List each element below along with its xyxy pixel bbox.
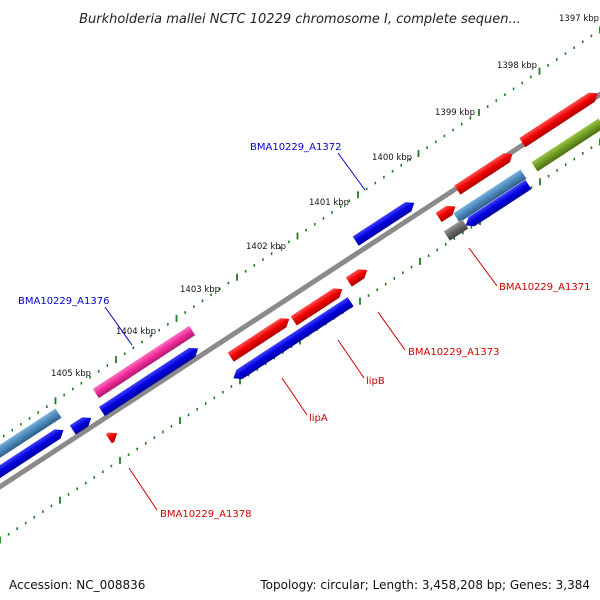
kbp-label: 1403 kbp <box>180 285 220 295</box>
map-title: Burkholderia mallei NCTC 10229 chromosom… <box>79 12 521 27</box>
leader-line <box>281 377 308 416</box>
gene-label-a1372[interactable]: BMA10229_A1372 <box>250 142 341 153</box>
gene-labels: BMA10229_A1372 BMA10229_A1376 BMA10229_A… <box>18 142 590 520</box>
gene-label-lipb[interactable]: lipB <box>366 376 385 387</box>
gene-label-a1378[interactable]: BMA10229_A1378 <box>160 509 251 520</box>
gene-red-lipb[interactable] <box>290 285 346 326</box>
kbp-label: 1397 kbp <box>559 14 599 24</box>
leader-line <box>337 152 366 191</box>
gene-features <box>0 89 600 479</box>
kbp-label: 1400 kbp <box>372 153 412 163</box>
gene-steelblue-1[interactable] <box>453 169 527 223</box>
label-leaders <box>104 152 498 511</box>
gene-red-a1378[interactable] <box>105 429 120 444</box>
gene-steelblue-2[interactable] <box>0 408 62 462</box>
leader-line <box>468 247 498 287</box>
gene-blue-1[interactable] <box>463 179 532 230</box>
kbp-labels: 1397 kbp 1398 kbp 1399 kbp 1400 kbp 1401… <box>51 14 599 379</box>
gene-red-a1373[interactable] <box>345 265 370 287</box>
leader-line <box>337 339 365 379</box>
gene-label-a1376[interactable]: BMA10229_A1376 <box>18 296 109 307</box>
kbp-label: 1398 kbp <box>497 61 537 71</box>
kbp-label: 1401 kbp <box>309 198 349 208</box>
kbp-label: 1405 kbp <box>51 369 91 379</box>
gene-label-a1371[interactable]: BMA10229_A1371 <box>499 282 590 293</box>
leader-line <box>128 467 158 511</box>
gene-red-top-1[interactable] <box>519 89 600 148</box>
kbp-label: 1399 kbp <box>435 108 475 118</box>
gene-red-2[interactable] <box>454 149 515 195</box>
gene-red-small[interactable] <box>435 202 459 223</box>
gene-label-lipa[interactable]: lipA <box>309 413 328 424</box>
gene-label-a1373[interactable]: BMA10229_A1373 <box>408 347 499 358</box>
leader-line <box>377 311 406 351</box>
accession-text: Accession: NC_008836 <box>9 578 146 592</box>
gene-blue-3[interactable] <box>0 426 66 479</box>
gene-red-lipa[interactable] <box>227 314 293 362</box>
gene-gray[interactable] <box>443 219 469 241</box>
gene-blue-2[interactable] <box>98 344 201 417</box>
scale-track <box>2 26 600 438</box>
gene-olive[interactable] <box>531 118 600 172</box>
gene-blue-small[interactable] <box>69 413 94 435</box>
gene-blue-long[interactable] <box>230 297 354 383</box>
leader-line <box>104 306 133 346</box>
kbp-label: 1402 kbp <box>246 242 286 252</box>
topology-text: Topology: circular; Length: 3,458,208 bp… <box>260 578 590 592</box>
kbp-label: 1404 kbp <box>116 327 156 337</box>
gene-blue-a1372[interactable] <box>352 198 418 246</box>
gene-pink-a1376[interactable] <box>92 325 196 399</box>
